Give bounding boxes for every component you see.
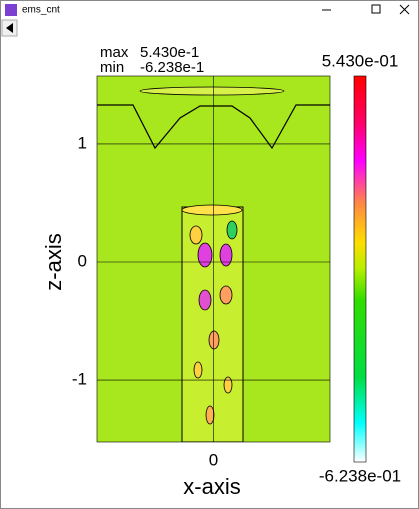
close-button[interactable]	[399, 4, 410, 15]
colorbar	[353, 75, 367, 463]
max-value: 5.430e-1	[140, 44, 199, 61]
z-axis-label: z-axis	[41, 233, 66, 290]
title-bar	[1, 1, 418, 23]
contour	[226, 220, 238, 240]
contour	[223, 376, 233, 394]
contour	[205, 405, 215, 425]
z-tick-label: 1	[78, 133, 87, 152]
contour	[219, 285, 233, 305]
min-value: -6.238e-1	[140, 59, 204, 76]
contour	[219, 243, 233, 267]
max-label: max	[100, 44, 129, 61]
z-tick-label: -1	[72, 370, 87, 389]
contour	[193, 361, 203, 379]
z-tick-label: 0	[78, 251, 87, 270]
colorbar-min: -6.238e-01	[319, 466, 401, 485]
maximize-button[interactable]	[371, 4, 381, 14]
x-axis-label: x-axis	[183, 474, 240, 499]
window-title: ems_cnt	[22, 5, 60, 16]
back-icon	[6, 23, 13, 33]
contour	[198, 289, 212, 311]
contour	[208, 330, 220, 350]
contour	[139, 86, 285, 96]
contour	[197, 242, 213, 268]
surface-outline	[97, 104, 330, 150]
contour	[189, 225, 203, 245]
app-icon	[5, 4, 17, 16]
x-tick-label: 0	[209, 450, 218, 469]
colorbar-max: 5.430e-01	[322, 51, 399, 70]
min-label: min	[100, 59, 124, 76]
contour	[181, 204, 243, 216]
tube	[181, 206, 244, 442]
